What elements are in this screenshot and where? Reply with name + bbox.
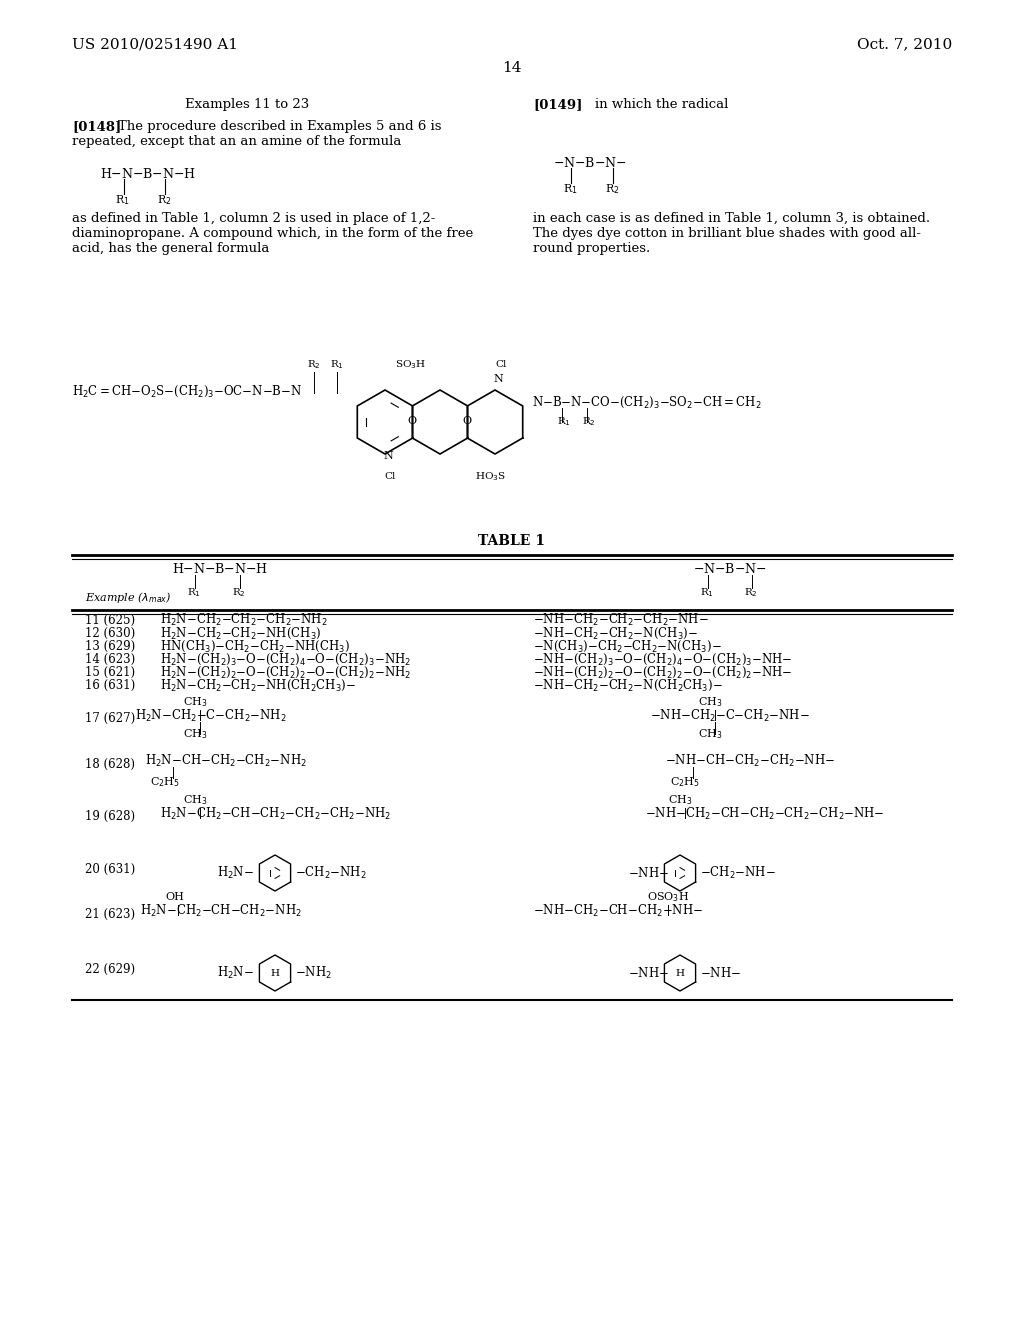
Text: Oct. 7, 2010: Oct. 7, 2010: [857, 37, 952, 51]
Text: Cl: Cl: [495, 360, 507, 370]
Text: Examples 11 to 23: Examples 11 to 23: [185, 98, 309, 111]
Text: H$-$N$-$B$-$N$-$H: H$-$N$-$B$-$N$-$H: [172, 562, 268, 576]
Text: C$_2$H$_5$: C$_2$H$_5$: [670, 775, 700, 789]
Text: H$_2$C$=$CH$-$O$_2$S$-$(CH$_2$)$_3$$-$OC$-$N$-$B$-$N: H$_2$C$=$CH$-$O$_2$S$-$(CH$_2$)$_3$$-$OC…: [72, 384, 302, 399]
Text: 11 (625): 11 (625): [85, 614, 135, 627]
Text: in each case is as defined in Table 1, column 3, is obtained.: in each case is as defined in Table 1, c…: [534, 213, 930, 224]
Text: The dyes dye cotton in brilliant blue shades with good all-: The dyes dye cotton in brilliant blue sh…: [534, 227, 921, 240]
Text: 18 (628): 18 (628): [85, 758, 135, 771]
Text: $-$NH$-$CH$_2$$-$CH$-$CH$_2$$-$NH$-$: $-$NH$-$CH$_2$$-$CH$-$CH$_2$$-$NH$-$: [534, 903, 703, 919]
Text: O: O: [463, 416, 472, 426]
Text: CH$_3$: CH$_3$: [697, 727, 722, 741]
Text: in which the radical: in which the radical: [595, 98, 728, 111]
Text: $-$NH$-$CH$-$CH$_2$$-$CH$_2$$-$NH$-$: $-$NH$-$CH$-$CH$_2$$-$CH$_2$$-$NH$-$: [665, 752, 835, 770]
Text: $-$NH$-$(CH$_2$)$_3$$-$O$-$(CH$_2$)$_4$$-$O$-$(CH$_2$)$_3$$-$NH$-$: $-$NH$-$(CH$_2$)$_3$$-$O$-$(CH$_2$)$_4$$…: [534, 652, 793, 667]
Text: $-$NH$-$CH$_2$$-$CH$_2$$-$CH$_2$$-$NH$-$: $-$NH$-$CH$_2$$-$CH$_2$$-$CH$_2$$-$NH$-$: [534, 612, 709, 628]
Text: $-$NH$-$CH$_2$$-$CH$-$CH$_2$$-$CH$_2$$-$CH$_2$$-$NH$-$: $-$NH$-$CH$_2$$-$CH$-$CH$_2$$-$CH$_2$$-$…: [645, 807, 885, 822]
Text: 15 (621): 15 (621): [85, 667, 135, 678]
Text: CH$_3$: CH$_3$: [697, 696, 722, 709]
Text: 20 (631): 20 (631): [85, 863, 135, 876]
Text: $-$NH$-$CH$_2$$-$CH$_2$$-$N(CH$_2$CH$_3$)$-$: $-$NH$-$CH$_2$$-$CH$_2$$-$N(CH$_2$CH$_3$…: [534, 678, 723, 693]
Text: $-$NH$-$CH$_2$$-$CH$_2$$-$N(CH$_3$)$-$: $-$NH$-$CH$_2$$-$CH$_2$$-$N(CH$_3$)$-$: [534, 626, 697, 642]
Text: 22 (629): 22 (629): [85, 964, 135, 975]
Text: H$_2$N$-$: H$_2$N$-$: [217, 865, 254, 880]
Text: R$_1$: R$_1$: [115, 193, 130, 207]
Text: H$_2$N$-$: H$_2$N$-$: [217, 965, 254, 981]
Text: CH$_3$: CH$_3$: [668, 793, 692, 807]
Text: HO$_3$S: HO$_3$S: [474, 470, 506, 483]
Text: 14 (623): 14 (623): [85, 653, 135, 667]
Text: H$_2$N$-$(CH$_2$)$_2$$-$O$-$(CH$_2$)$_2$$-$O$-$(CH$_2$)$_2$$-$NH$_2$: H$_2$N$-$(CH$_2$)$_2$$-$O$-$(CH$_2$)$_2$…: [160, 665, 411, 680]
Text: CH$_3$: CH$_3$: [182, 727, 207, 741]
Text: 19 (628): 19 (628): [85, 810, 135, 822]
Text: $-$NH$-$(CH$_2$)$_2$$-$O$-$(CH$_2$)$_2$$-$O$-$(CH$_2$)$_2$$-$NH$-$: $-$NH$-$(CH$_2$)$_2$$-$O$-$(CH$_2$)$_2$$…: [534, 665, 793, 680]
Text: H$_2$N$-$CH$_2$$-$C$-$CH$_2$$-$NH$_2$: H$_2$N$-$CH$_2$$-$C$-$CH$_2$$-$NH$_2$: [135, 708, 287, 725]
Text: acid, has the general formula: acid, has the general formula: [72, 242, 269, 255]
Text: N$-$B$-$N$-$CO$-$(CH$_2$)$_3$$-$SO$_2$$-$CH$=$CH$_2$: N$-$B$-$N$-$CO$-$(CH$_2$)$_3$$-$SO$_2$$-…: [532, 395, 762, 411]
Text: H$_2$N$-$CH$_2$$-$CH$-$CH$_2$$-$NH$_2$: H$_2$N$-$CH$_2$$-$CH$-$CH$_2$$-$NH$_2$: [140, 903, 302, 919]
Text: OH: OH: [166, 892, 184, 902]
Text: H: H: [270, 969, 280, 978]
Text: HN(CH$_3$)$-$CH$_2$$-$CH$_2$$-$NH(CH$_3$): HN(CH$_3$)$-$CH$_2$$-$CH$_2$$-$NH(CH$_3$…: [160, 639, 350, 655]
Text: OSO$_3$H: OSO$_3$H: [647, 890, 689, 904]
Text: 17 (627): 17 (627): [85, 711, 135, 725]
Text: $-$N$-$B$-$N$-$: $-$N$-$B$-$N$-$: [693, 562, 767, 576]
Text: H$_2$N$-$CH$_2$$-$CH$_2$$-$NH(CH$_3$): H$_2$N$-$CH$_2$$-$CH$_2$$-$NH(CH$_3$): [160, 626, 322, 642]
Text: 14: 14: [502, 61, 522, 75]
Text: round properties.: round properties.: [534, 242, 650, 255]
Text: H$_2$N$-$CH$_2$$-$CH$_2$$-$CH$_2$$-$NH$_2$: H$_2$N$-$CH$_2$$-$CH$_2$$-$CH$_2$$-$NH$_…: [160, 612, 328, 628]
Text: $-$NH$_2$: $-$NH$_2$: [295, 965, 332, 981]
Text: R$_2$: R$_2$: [605, 182, 620, 195]
Text: diaminopropane. A compound which, in the form of the free: diaminopropane. A compound which, in the…: [72, 227, 473, 240]
Text: US 2010/0251490 A1: US 2010/0251490 A1: [72, 37, 238, 51]
Text: R$_2$: R$_2$: [744, 586, 758, 599]
Text: R$_1$: R$_1$: [563, 182, 578, 195]
Text: N: N: [494, 374, 503, 384]
Text: TABLE 1: TABLE 1: [478, 535, 546, 548]
Text: R$_1$: R$_1$: [330, 358, 344, 371]
Text: $-$CH$_2$$-$NH$-$: $-$CH$_2$$-$NH$-$: [700, 865, 776, 880]
Text: as defined in Table 1, column 2 is used in place of 1,2-: as defined in Table 1, column 2 is used …: [72, 213, 435, 224]
Text: $-$NH$-$: $-$NH$-$: [628, 866, 669, 880]
Text: 12 (630): 12 (630): [85, 627, 135, 640]
Text: The procedure described in Examples 5 and 6 is: The procedure described in Examples 5 an…: [118, 120, 441, 133]
Text: R$_2$: R$_2$: [157, 193, 172, 207]
Text: CH$_3$: CH$_3$: [182, 696, 207, 709]
Text: C$_2$H$_5$: C$_2$H$_5$: [151, 775, 180, 789]
Text: R$_1$: R$_1$: [700, 586, 714, 599]
Text: $-$N$-$B$-$N$-$: $-$N$-$B$-$N$-$: [553, 156, 627, 170]
Text: R$_2$: R$_2$: [232, 586, 246, 599]
Text: R$_2$: R$_2$: [582, 414, 596, 428]
Text: H$_2$N$-$CH$_2$$-$CH$_2$$-$NH(CH$_2$CH$_3$)$-$: H$_2$N$-$CH$_2$$-$CH$_2$$-$NH(CH$_2$CH$_…: [160, 678, 356, 693]
Text: H: H: [676, 969, 684, 978]
Text: H$_2$N$-$CH$_2$$-$CH$-$CH$_2$$-$CH$_2$$-$CH$_2$$-$NH$_2$: H$_2$N$-$CH$_2$$-$CH$-$CH$_2$$-$CH$_2$$-…: [160, 807, 391, 822]
Text: R$_1$: R$_1$: [187, 586, 201, 599]
Text: H$_2$N$-$(CH$_2$)$_3$$-$O$-$(CH$_2$)$_4$$-$O$-$(CH$_2$)$_3$$-$NH$_2$: H$_2$N$-$(CH$_2$)$_3$$-$O$-$(CH$_2$)$_4$…: [160, 652, 411, 667]
Text: 13 (629): 13 (629): [85, 640, 135, 653]
Text: $-$N(CH$_3$)$-$CH$_2$$-$CH$_2$$-$N(CH$_3$)$-$: $-$N(CH$_3$)$-$CH$_2$$-$CH$_2$$-$N(CH$_3…: [534, 639, 722, 655]
Text: R$_1$: R$_1$: [557, 414, 571, 428]
Text: SO$_3$H: SO$_3$H: [395, 358, 426, 371]
Text: Cl: Cl: [384, 473, 395, 480]
Text: [0148]: [0148]: [72, 120, 121, 133]
Text: CH$_3$: CH$_3$: [182, 793, 207, 807]
Text: H$-$N$-$B$-$N$-$H: H$-$N$-$B$-$N$-$H: [100, 168, 197, 181]
Text: repeated, except that an an amine of the formula: repeated, except that an an amine of the…: [72, 135, 401, 148]
Text: $-$NH$-$CH$_2$$-$C$-$CH$_2$$-$NH$-$: $-$NH$-$CH$_2$$-$C$-$CH$_2$$-$NH$-$: [650, 708, 810, 725]
Text: $-$CH$_2$$-$NH$_2$: $-$CH$_2$$-$NH$_2$: [295, 865, 367, 880]
Text: N: N: [383, 451, 393, 461]
Text: R$_2$: R$_2$: [307, 358, 321, 371]
Text: Example ($\lambda_{max}$): Example ($\lambda_{max}$): [85, 590, 172, 605]
Text: $-$NH$-$: $-$NH$-$: [628, 966, 669, 979]
Text: [0149]: [0149]: [534, 98, 583, 111]
Text: H$_2$N$-$CH$-$CH$_2$$-$CH$_2$$-$NH$_2$: H$_2$N$-$CH$-$CH$_2$$-$CH$_2$$-$NH$_2$: [145, 752, 307, 770]
Text: 21 (623): 21 (623): [85, 908, 135, 921]
Text: O: O: [408, 416, 417, 426]
Text: 16 (631): 16 (631): [85, 678, 135, 692]
Text: $-$NH$-$: $-$NH$-$: [700, 966, 741, 979]
